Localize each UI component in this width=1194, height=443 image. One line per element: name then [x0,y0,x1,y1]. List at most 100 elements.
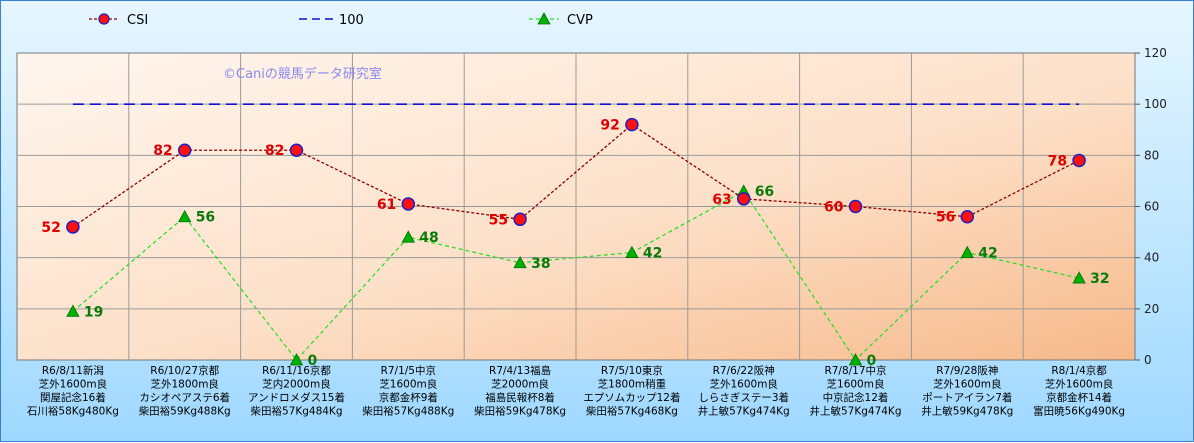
csi-data-label: 78 [1048,153,1067,169]
csi-point [1072,153,1086,168]
series-cvp-line [72,190,1080,361]
x-tick-label-line: R7/4/13福島 [489,364,551,377]
x-tick-label-line: 井上敏57Kg474Kg [698,405,790,418]
cvp-point [848,353,863,366]
series-csi-line [72,123,1080,228]
y-tick-label: 100 [1144,97,1167,111]
cvp-point [289,353,304,366]
cvp-data-label: 56 [196,210,215,226]
cvp-data-label: 48 [419,230,438,246]
csi-point [513,212,527,227]
csi-data-label: 56 [936,210,955,226]
x-tick-label-line: 福島民報杯8着 [485,391,555,404]
cvp-data-label: 19 [84,304,103,320]
x-tick-label: R7/8/17中京芝1600m良中京記念12着井上敏57Kg474Kg [809,364,901,418]
x-tick-label-line: 石川裕58Kg480Kg [27,405,119,418]
x-tick-label: R6/10/27京都芝外1800m良カシオペアステ6着柴田裕59Kg488Kg [139,364,231,418]
x-tick-label: R7/9/28阪神芝外1600m良ポートアイラン7着井上敏59Kg478Kg [921,364,1013,418]
x-tick-label-line: 京都金杯9着 [379,391,438,404]
csi-data-label: 92 [600,118,619,134]
x-tick-label-line: 柴田裕57Kg488Kg [362,405,454,418]
cvp-point [401,230,415,243]
cvp-point [1072,271,1086,284]
x-tick-label-line: 柴田裕57Kg468Kg [586,405,678,418]
x-tick-label-line: 芝2000m良 [491,378,549,391]
legend-label: CSI [127,13,148,28]
cvp-point [66,304,80,317]
x-tick-label-line: しらさぎステー3着 [698,391,789,404]
x-tick-label-line: ポートアイラン7着 [922,391,1012,404]
csi-point [848,199,863,214]
legend: CSI 100 CVP [89,12,593,28]
y-tick-label: 120 [1144,46,1167,60]
x-tick-label-line: R7/6/22阪神 [713,364,775,377]
y-tick-label: 80 [1144,148,1159,162]
csi-point [289,143,304,157]
x-tick-label-line: R6/8/11新潟 [42,364,104,377]
csi-data-label: 61 [377,197,396,213]
cvp-data-label: 66 [755,184,774,200]
x-tick-label-line: 芝外1600m良 [39,378,107,391]
legend-csi-marker [98,13,110,25]
cvp-data-label: 38 [531,256,550,272]
x-tick-label-line: アンドロメダス15着 [248,391,345,404]
x-tick-label-line: 京都金杯14着 [1046,391,1112,404]
x-tick-label-line: R7/5/10東京 [601,364,663,377]
cvp-point [178,209,192,223]
cvp-point [625,245,639,258]
csi-data-label: 82 [265,143,284,159]
legend-label: 100 [339,13,364,28]
csi-data-label: 52 [41,220,60,236]
x-tick-label-line: 芝外1600m良 [709,378,777,391]
x-tick-label: R6/8/11新潟芝外1600m良関屋記念16着石川裕58Kg480Kg [27,364,119,418]
csi-point [66,220,80,234]
y-tick-label: 20 [1144,302,1159,316]
x-tick-label: R7/6/22阪神芝外1600m良しらさぎステー3着井上敏57Kg474Kg [698,364,790,418]
x-tick-label-line: R6/10/27京都 [150,364,219,377]
x-tick-label-line: 井上敏57Kg474Kg [809,405,901,418]
x-tick-label-line: 柴田裕59Kg478Kg [474,405,566,418]
y-tick-label: 60 [1144,200,1159,214]
x-tick-label-line: 柴田裕59Kg488Kg [139,405,231,418]
x-tick-label-line: 中京記念12着 [823,391,889,404]
csi-point [625,117,639,132]
y-axis: 0 20 40 60 80 100 120 [1135,46,1167,367]
x-tick-label-line: 芝1800m稍重 [598,378,666,391]
csi-data-label: 82 [153,143,172,159]
x-tick-label-line: 芝外1600m良 [933,378,1001,391]
cvp-data-label: 0 [867,353,877,369]
x-tick-label-line: 関屋記念16着 [40,391,106,404]
x-tick-label-line: 芝外1600m良 [1045,378,1113,391]
x-tick-label-line: カシオペアステ6着 [139,391,230,404]
cvp-point [960,245,974,258]
x-tick-label-line: 富田暁56Kg490Kg [1033,405,1125,418]
x-tick-label: R6/11/16京都芝内2000m良アンドロメダス15着柴田裕57Kg484Kg [248,364,345,418]
cvp-data-label: 42 [978,246,997,262]
x-tick-label-line: R6/11/16京都 [262,364,331,377]
cvp-data-label: 0 [308,353,318,369]
x-tick-label-line: 井上敏59Kg478Kg [921,405,1013,418]
y-tick-label: 0 [1144,353,1152,367]
cvp-point [513,255,527,269]
data-labels: 19 56 0 48 38 42 66 0 42 32 52 82 82 61 55 92 63 60 56 78 [41,118,1109,369]
x-tick-label-line: 芝1600m良 [827,378,885,391]
cvp-data-label: 32 [1090,271,1109,287]
x-tick-label: R8/1/4京都芝外1600m良京都金杯14着富田暁56Kg490Kg [1033,364,1125,418]
x-tick-label-line: 芝外1800m良 [150,378,218,391]
cvp-data-label: 42 [643,246,662,262]
x-tick-label-line: R7/8/17中京 [824,364,886,377]
x-axis: R6/8/11新潟芝外1600m良関屋記念16着石川裕58Kg480Kg R6/1… [27,364,1125,418]
x-tick-label-line: エプソムカップ12着 [583,391,680,404]
x-tick-label-line: R8/1/4京都 [1051,364,1107,377]
x-tick-label-line: R7/1/5中京 [381,364,436,377]
x-tick-label: R7/5/10東京芝1800m稍重エプソムカップ12着柴田裕57Kg468Kg [583,364,680,418]
csi-point [960,209,975,224]
series-group [66,103,1086,366]
legend-cvp-marker [537,12,551,25]
x-tick-label-line: R7/9/28阪神 [936,364,998,377]
csi-data-label: 55 [489,212,508,228]
watermark: ©Caniの競馬データ研究室 [223,66,382,82]
csi-point [736,192,751,206]
legend-label: CVP [567,13,593,28]
